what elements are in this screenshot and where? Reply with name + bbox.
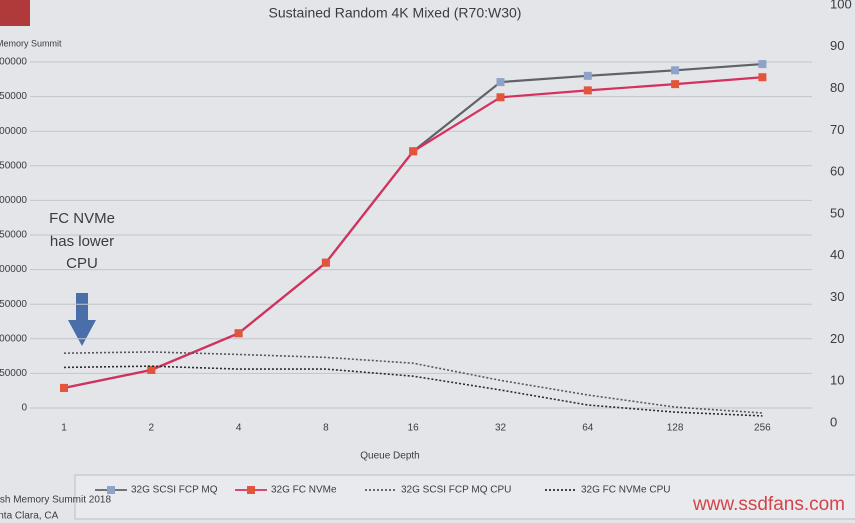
marker (147, 365, 156, 374)
annotation: FC NVMe (49, 210, 115, 227)
y-tick-label: 450000 (0, 91, 27, 102)
y-tick-label: 150000 (0, 299, 27, 310)
y2-tick-label: 20 (830, 331, 844, 346)
y2-tick-label: 10 (830, 373, 844, 388)
legend-marker (247, 486, 255, 494)
legend-label: 32G FC NVMe CPU (581, 485, 670, 496)
y2-tick-label: 30 (830, 289, 844, 304)
y-tick-label: 200000 (0, 264, 27, 275)
marker (758, 60, 767, 69)
legend-marker (107, 486, 115, 494)
series-line (63, 351, 763, 414)
chart-title: Sustained Random 4K Mixed (R70:W30) (269, 5, 522, 21)
y-tick-label: 100000 (0, 333, 27, 344)
marker (496, 78, 505, 87)
legend-label: 32G SCSI FCP MQ (131, 485, 218, 496)
y2-tick-label: 50 (830, 205, 844, 220)
marker (583, 71, 592, 80)
y2-tick-label: 40 (830, 247, 844, 262)
y2-tick-label: 0 (830, 414, 837, 429)
watermark: www.ssdfans.com (692, 494, 845, 515)
legend-box (74, 474, 855, 520)
x-tick-label: 256 (754, 423, 771, 434)
x-tick-label: 64 (582, 423, 594, 434)
legend-label: 32G SCSI FCP MQ CPU (401, 485, 511, 496)
marker (583, 86, 592, 95)
y2-tick-label: 90 (830, 38, 844, 53)
y2-tick-label: 70 (830, 122, 844, 137)
y-tick-label: 400000 (0, 126, 27, 137)
marker (409, 147, 418, 156)
y2-tick-label: 100 (830, 0, 852, 11)
x-tick-label: 8 (323, 423, 329, 434)
x-tick-label: 16 (408, 423, 420, 434)
x-tick-label: 32 (495, 423, 507, 434)
y-tick-label: 300000 (0, 195, 27, 206)
marker (321, 258, 330, 267)
x-axis-label: Queue Depth (360, 451, 420, 462)
marker (671, 80, 680, 89)
x-tick-label: 1 (61, 423, 67, 434)
x-tick-label: 4 (236, 423, 242, 434)
footer: Flash Memory Summit 2018 (0, 495, 111, 506)
series-line (63, 365, 763, 417)
y2-tick-label: 80 (830, 80, 844, 95)
logo-mark (0, 0, 30, 26)
y-tick-label: 350000 (0, 160, 27, 171)
annotation: has lower (50, 233, 114, 250)
footer: Santa Clara, CA (0, 511, 59, 522)
y-tick-label: 250000 (0, 230, 27, 241)
marker (234, 329, 243, 338)
annotation-arrow (68, 293, 96, 346)
marker (671, 66, 680, 75)
y-tick-label: 50000 (0, 368, 27, 379)
x-tick-label: 128 (667, 423, 684, 434)
marker (758, 73, 767, 82)
y-tick-label: 0 (21, 403, 27, 414)
marker (496, 93, 505, 102)
marker (60, 383, 68, 392)
annotation: CPU (66, 255, 98, 272)
y2-tick-label: 60 (830, 164, 844, 179)
x-tick-label: 2 (149, 423, 155, 434)
legend-label: 32G FC NVMe (271, 485, 337, 496)
logo-text: Memory Summit (0, 38, 62, 48)
